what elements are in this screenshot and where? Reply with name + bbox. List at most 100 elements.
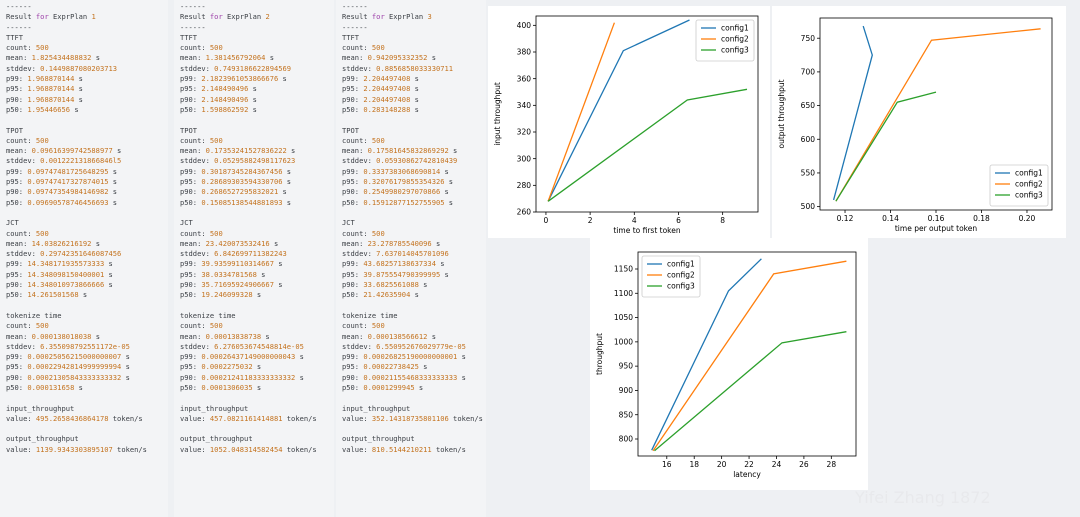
result-value: 500: [209, 135, 223, 145]
x-tick-label: 0.12: [837, 214, 854, 223]
result-text: count:: [342, 228, 372, 238]
result-panel-3: ------ Result for ExprPlan 3 ------ TTFT cou…: [336, 0, 486, 517]
result-text: s: [427, 53, 436, 63]
result-text: s: [104, 280, 113, 290]
result-text: TPOT: [180, 125, 198, 135]
result-line: p90: 33.6825561088 s: [342, 280, 486, 290]
result-line: stddev: 6.276053674548814e-05: [180, 342, 334, 352]
result-text: stddev:: [342, 156, 377, 166]
result-text: s: [282, 177, 292, 187]
result-line: [342, 393, 486, 403]
result-text: s: [108, 187, 118, 197]
result-text: p90:: [342, 372, 364, 382]
result-text: p99:: [6, 74, 28, 84]
result-text: p99:: [342, 352, 364, 362]
result-text: s: [410, 84, 419, 94]
result-value: 2.148490496: [201, 84, 249, 94]
result-line: stddev: 7.637014045701096: [342, 249, 486, 259]
result-line: TTFT: [6, 33, 168, 43]
result-line: p90: 14.348010973866666 s: [6, 280, 168, 290]
y-tick-label: 900: [619, 386, 634, 395]
result-value: 3: [427, 12, 432, 22]
result-value: 0.15912877152755905: [363, 197, 445, 207]
series-line-config3: [547, 88, 748, 202]
result-value: 21.42635904: [363, 290, 411, 300]
result-line: p50: 0.15085138544881893 s: [180, 198, 334, 208]
result-text: s: [252, 290, 262, 300]
result-text: s: [256, 269, 266, 279]
result-text: s: [295, 372, 304, 382]
result-value: 0.00022738425: [363, 362, 419, 372]
result-text: TTFT: [342, 32, 360, 42]
y-axis-label: output throughput: [777, 79, 786, 148]
result-text: s: [248, 84, 257, 94]
result-value: 0.05930862742810439: [376, 156, 458, 166]
result-line: p50: 1.598862592 s: [180, 105, 334, 115]
result-text: stddev:: [180, 63, 215, 73]
result-text: ------: [180, 22, 206, 32]
result-value: 0.2549980297070866: [363, 187, 441, 197]
result-text: mean:: [6, 53, 32, 63]
series-line-config3: [835, 91, 937, 202]
result-text: value:: [342, 413, 372, 423]
result-line: mean: 1.825434488832 s: [6, 53, 168, 63]
result-line: p90: 2.204497408 s: [342, 95, 486, 105]
result-text: output_throughput: [342, 434, 415, 444]
result-value: 500: [35, 43, 49, 53]
result-value: 1052.048314582454: [209, 444, 283, 454]
series-line-config2: [547, 22, 616, 202]
result-line: p99: 0.09747481725648295 s: [6, 167, 168, 177]
result-line: output_throughput: [6, 434, 168, 444]
result-line: p90: 0.00021305843333333332 s: [6, 373, 168, 383]
result-text: p95:: [342, 84, 364, 94]
result-line: p50: 21.42635904 s: [342, 290, 486, 300]
result-line: input_throughput: [180, 404, 334, 414]
result-text: s: [108, 166, 118, 176]
result-value: 0.000138566612: [367, 331, 428, 341]
result-value: 14.348098150400001: [27, 269, 105, 279]
result-text: s: [248, 104, 257, 114]
result-text: mean:: [180, 238, 206, 248]
result-line: [6, 208, 168, 218]
result-value: 500: [209, 228, 223, 238]
result-value: 500: [371, 321, 385, 331]
result-line: ------: [6, 23, 168, 33]
result-value: 2.148490496: [201, 94, 249, 104]
result-value: 0.32076179855354326: [363, 177, 445, 187]
result-value: 2.1823961053866676: [201, 74, 279, 84]
result-text: p99:: [180, 166, 202, 176]
result-text: s: [121, 352, 130, 362]
result-line: mean: 0.17353241527836222 s: [180, 146, 334, 156]
chart-output-throughput-svg: 0.12 0.14 0.16 0.18 0.20 500 550 600 650 700 750 ti…: [777, 17, 1053, 233]
result-value: 14.03826216192: [31, 238, 92, 248]
result-line: count: 500: [180, 321, 334, 331]
result-text: ------: [6, 2, 32, 11]
result-value: 1: [91, 12, 96, 22]
result-text: p99:: [342, 166, 364, 176]
result-value: 0.00026825190000000001: [363, 352, 458, 362]
y-tick-label: 380: [517, 48, 532, 57]
x-tick-label: 22: [744, 460, 754, 469]
series-line-config1: [547, 19, 690, 202]
result-line: [342, 301, 486, 311]
legend-label: config2: [721, 35, 749, 44]
result-text: p90:: [180, 372, 202, 382]
result-text: mean:: [180, 331, 206, 341]
result-line: p95: 0.0002275032 s: [180, 362, 334, 372]
result-text: p50:: [342, 197, 364, 207]
result-value: 43.68257138637334: [363, 259, 436, 269]
result-text: ExprPlan: [222, 12, 266, 22]
result-text: token/s: [108, 413, 143, 423]
result-text: s: [261, 331, 270, 341]
result-value: 6.842699711382243: [214, 249, 287, 259]
y-tick-label: 800: [619, 435, 634, 444]
result-panel-2: ------ Result for ExprPlan 2 ------ TTFT cou…: [174, 0, 334, 517]
result-line: count: 500: [6, 43, 168, 53]
result-text: TTFT: [6, 32, 24, 42]
result-text: s: [112, 146, 122, 156]
result-text: stddev:: [180, 249, 215, 259]
result-text: p90:: [342, 280, 364, 290]
result-value: 2.204497408: [363, 84, 411, 94]
legend-label: config1: [667, 260, 695, 269]
y-tick-label: 1050: [614, 313, 633, 322]
